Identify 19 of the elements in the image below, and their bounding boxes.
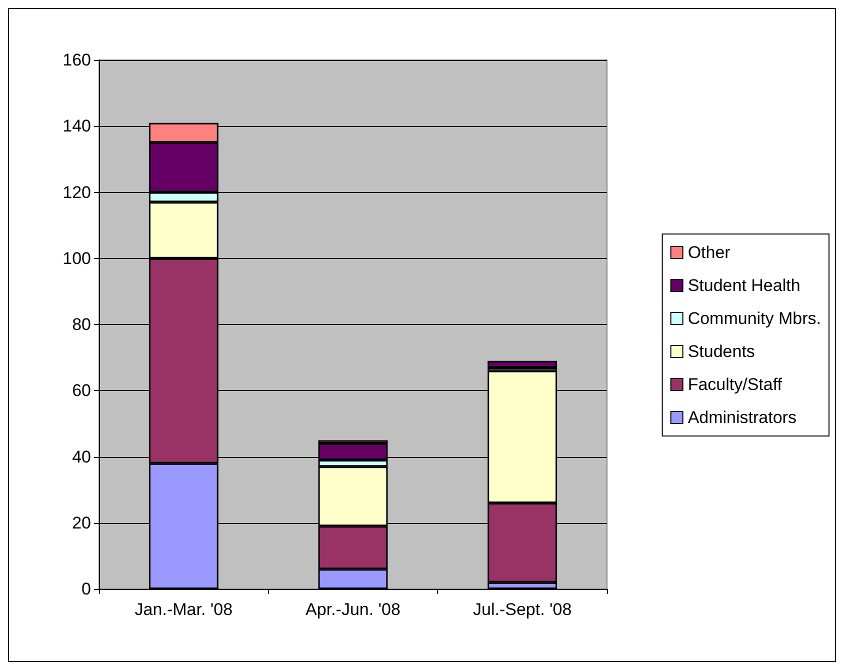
y-tick-label: 120 [62,182,91,202]
legend-label: Students [688,342,755,361]
y-tick-label: 40 [72,447,91,466]
y-tick-label: 60 [72,381,91,400]
bar [488,360,558,368]
legend-label: Faculty/Staff [688,375,782,394]
legend-label: Community Mbrs. [688,309,821,328]
legend-label: Student Health [688,276,800,295]
x-tick-label: Apr.-Jun. '08 [306,600,400,619]
y-tick-label: 80 [72,315,91,334]
legend-label: Other [688,243,731,262]
x-tick-label: Jan.-Mar. '08 [134,600,233,619]
y-tick-label: 140 [62,116,91,136]
y-tick-label: 160 [62,50,91,70]
y-tick-label: 100 [62,248,91,268]
y-tick-label: 0 [82,580,91,598]
legend-label: Administrators [688,408,796,427]
y-tick-label: 20 [72,513,91,532]
x-tick-label: Jul.-Sept. '08 [472,600,572,619]
